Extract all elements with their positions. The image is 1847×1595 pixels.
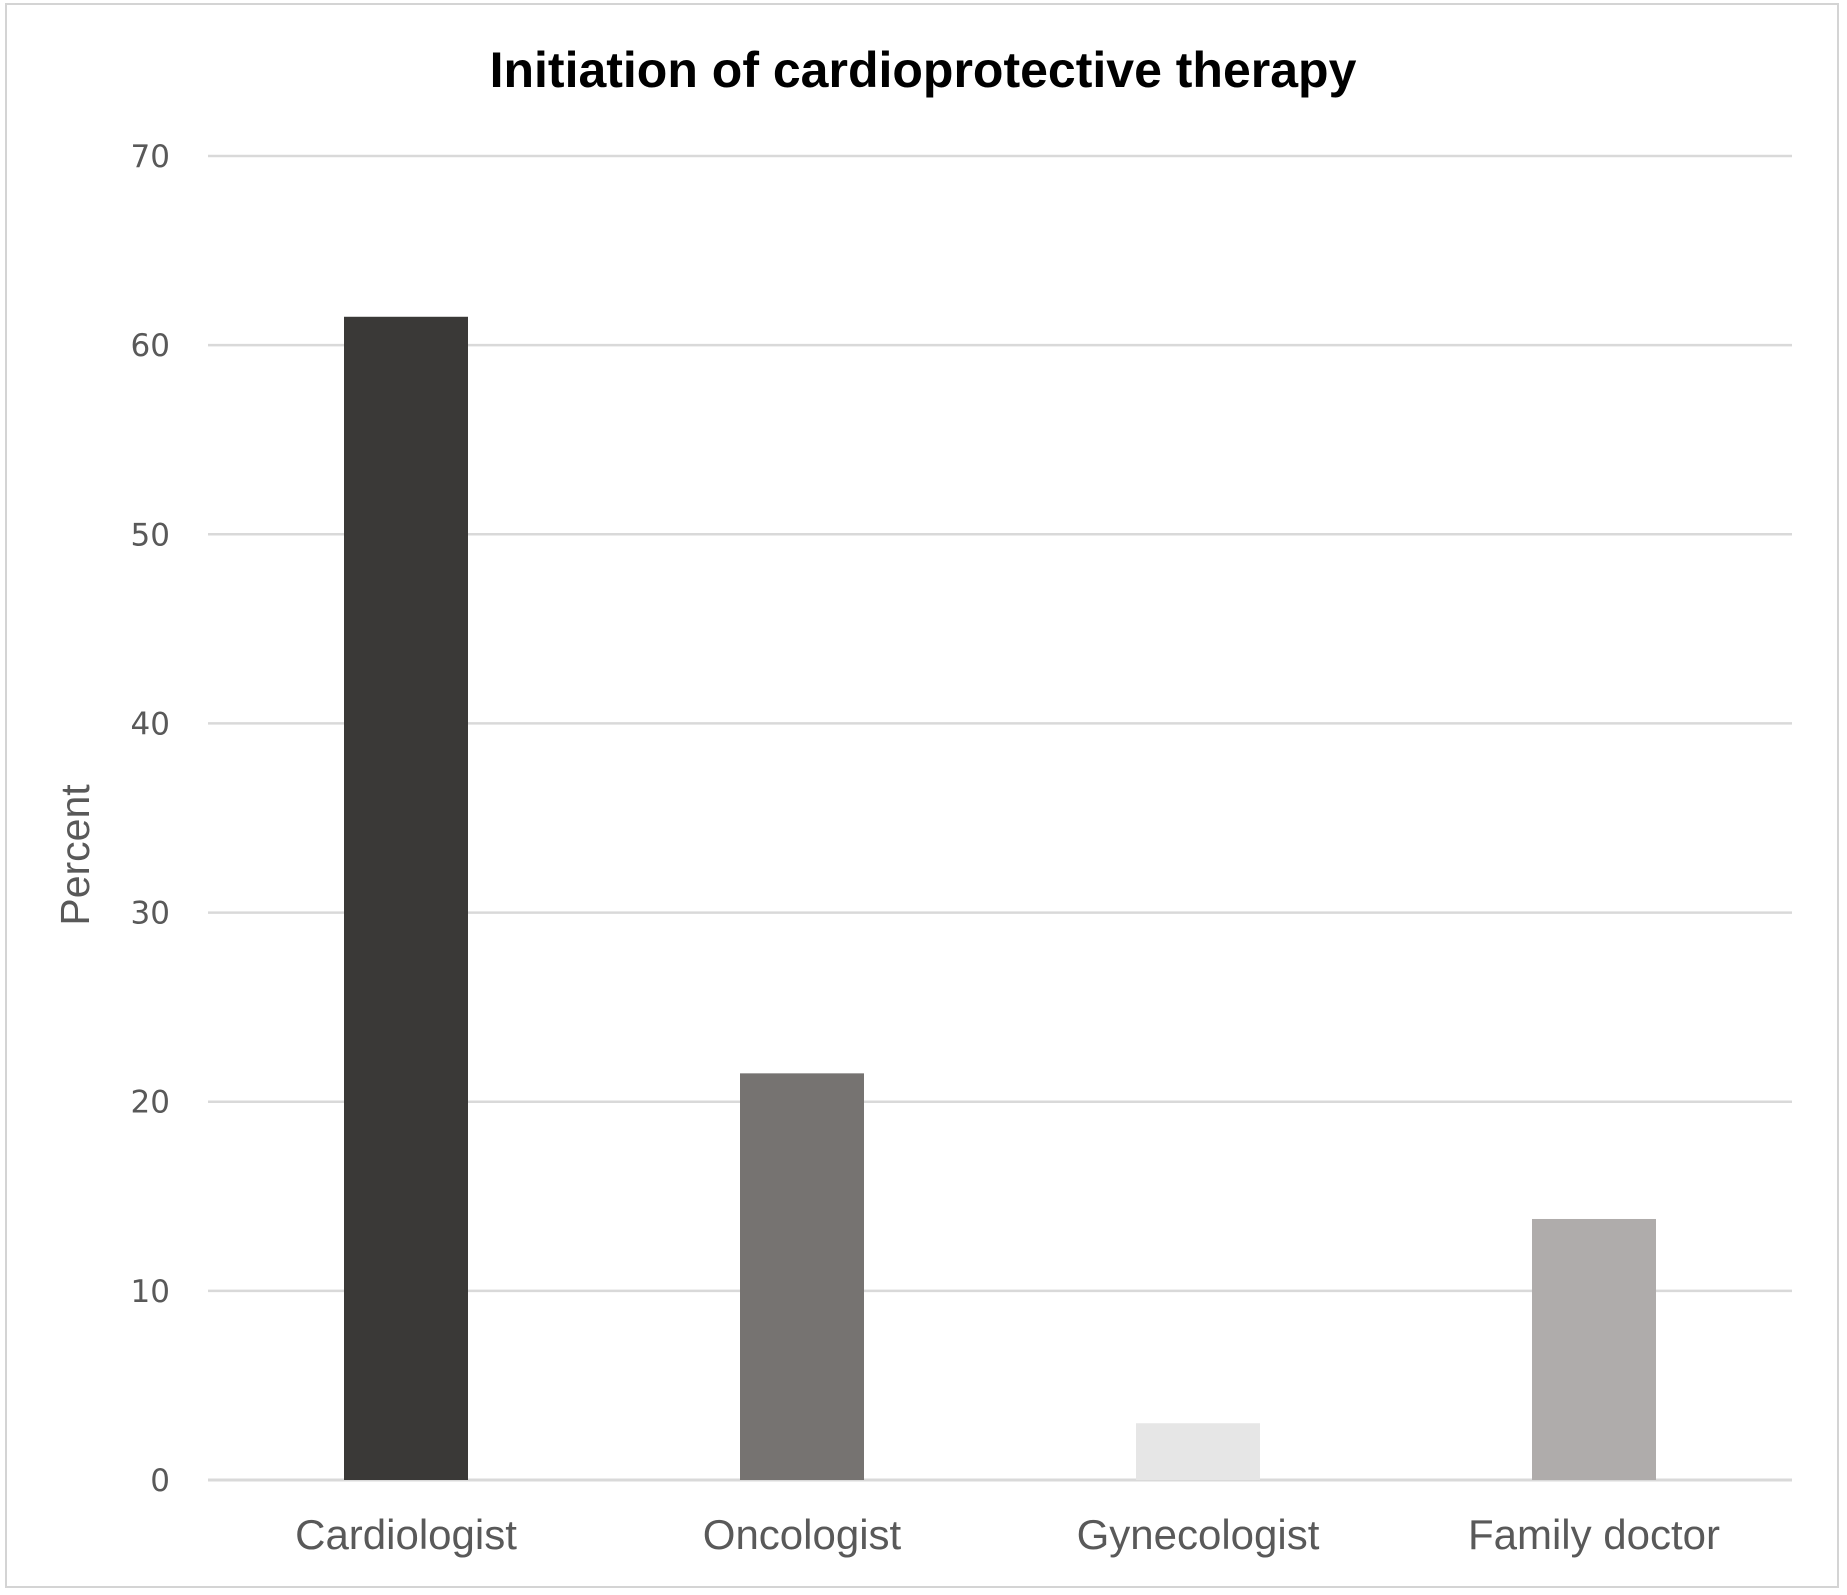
bar-gynecologist — [1136, 1423, 1260, 1480]
y-axis-ticks: 0 10 20 30 40 50 60 70 — [131, 139, 170, 1499]
bar-family-doctor — [1532, 1218, 1656, 1480]
gridlines — [208, 154, 1792, 1482]
y-tick-label: 50 — [131, 517, 170, 553]
bars — [344, 316, 1656, 1480]
x-tick-label: Gynecologist — [1077, 1511, 1320, 1558]
y-tick-label: 40 — [131, 706, 170, 742]
x-axis-ticks: Cardiologist Oncologist Gynecologist Family… — [295, 1511, 1720, 1558]
y-tick-label: 30 — [131, 896, 170, 932]
x-tick-label: Family doctor — [1468, 1511, 1720, 1558]
x-tick-label: Cardiologist — [295, 1511, 517, 1558]
y-tick-label: 20 — [131, 1085, 170, 1121]
chart-title: Initiation of cardioprotective therapy — [490, 42, 1357, 98]
y-axis-label: Percent — [52, 784, 98, 926]
bar-oncologist — [740, 1073, 864, 1480]
x-tick-label: Oncologist — [703, 1511, 902, 1558]
y-tick-label: 0 — [150, 1463, 170, 1499]
y-tick-label: 60 — [131, 328, 170, 364]
y-tick-label: 10 — [131, 1274, 170, 1310]
bar-cardiologist — [344, 316, 468, 1480]
y-tick-label: 70 — [131, 139, 170, 175]
